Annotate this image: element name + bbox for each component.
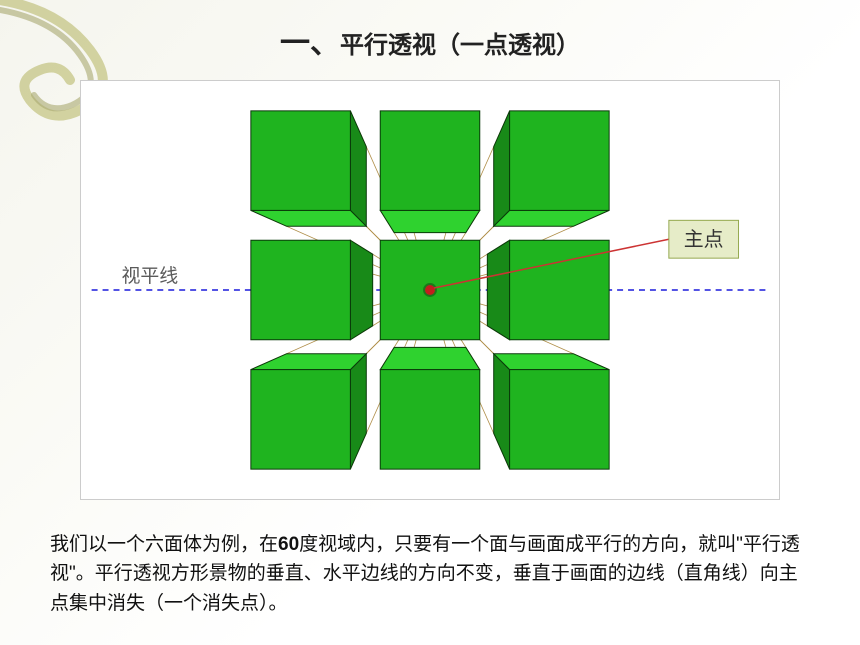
cube-top-face xyxy=(251,354,366,370)
cube-front-face xyxy=(251,111,351,211)
cube-right-face xyxy=(350,111,366,226)
cube-right-face xyxy=(350,240,372,340)
cube xyxy=(380,111,480,233)
title-number: 一、 xyxy=(280,27,340,60)
cube-front-face xyxy=(510,111,610,211)
cube-bottom-face xyxy=(494,210,609,226)
cube xyxy=(494,354,609,469)
title-text: 平行透视（一点透视） xyxy=(340,32,580,59)
slide-title: 一、平行透视（一点透视） xyxy=(0,0,860,62)
cube-front-face xyxy=(251,240,351,340)
cube-front-face xyxy=(380,111,480,211)
cube-front-face xyxy=(251,370,351,470)
cube-front-face xyxy=(510,370,610,470)
diagram-svg: 视平线 主点 xyxy=(81,81,779,499)
slide-caption: 我们以一个六面体为例，在60度视域内，只要有一个面与画面成平行的方向，就叫"平行… xyxy=(50,530,810,618)
vp-callout-text: 主点 xyxy=(684,228,724,251)
cube xyxy=(251,354,366,469)
vanishing-point xyxy=(424,284,436,296)
cube-top-face xyxy=(494,354,609,370)
perspective-diagram: 视平线 主点 xyxy=(80,80,780,500)
cube-left-face xyxy=(487,240,509,340)
caption-pre: 我们以一个六面体为例，在 xyxy=(50,534,278,555)
cube-front-face xyxy=(380,370,480,470)
caption-bold-number: 60 xyxy=(278,534,299,555)
horizon-label: 视平线 xyxy=(121,265,178,287)
cube-left-face xyxy=(494,354,510,469)
cube-bottom-face xyxy=(251,210,366,226)
cube xyxy=(494,111,609,226)
cube xyxy=(251,111,366,226)
cube-bottom-face xyxy=(380,210,480,232)
cube xyxy=(380,347,480,469)
cube-right-face xyxy=(350,354,366,469)
cube-top-face xyxy=(380,347,480,369)
cube xyxy=(251,240,373,340)
cube-left-face xyxy=(494,111,510,226)
